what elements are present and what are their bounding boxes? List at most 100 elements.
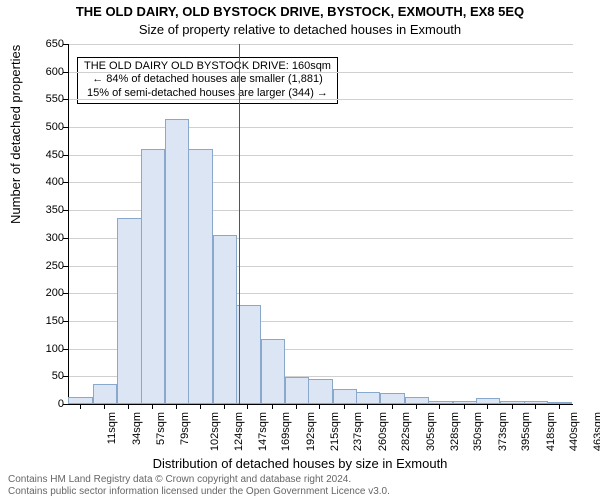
histogram-bar: [380, 393, 404, 404]
footer-line1: Contains HM Land Registry data © Crown c…: [8, 474, 390, 486]
x-tick-mark: [128, 404, 129, 409]
y-tick-mark: [63, 293, 68, 294]
x-tick-mark: [104, 404, 105, 409]
y-tick-label: 50: [34, 370, 64, 382]
histogram-bar: [68, 397, 92, 404]
histogram-bar: [356, 392, 380, 404]
gridline: [69, 127, 573, 128]
histogram-bar: [188, 149, 212, 404]
gridline: [69, 99, 573, 100]
x-tick-mark: [392, 404, 393, 409]
x-tick-mark: [319, 404, 320, 409]
histogram-bar: [308, 379, 332, 404]
y-tick-mark: [63, 266, 68, 267]
y-tick-label: 450: [34, 149, 64, 161]
y-tick-mark: [63, 238, 68, 239]
x-tick-mark: [176, 404, 177, 409]
x-tick-mark: [272, 404, 273, 409]
y-tick-label: 200: [34, 287, 64, 299]
x-axis-label: Distribution of detached houses by size …: [0, 456, 600, 471]
x-tick-label: 373sqm: [497, 412, 509, 451]
x-tick-label: 237sqm: [353, 412, 365, 451]
gridline: [69, 72, 573, 73]
x-tick-label: 418sqm: [545, 412, 557, 451]
y-tick-label: 150: [34, 315, 64, 327]
y-tick-label: 0: [34, 398, 64, 410]
x-tick-mark: [464, 404, 465, 409]
y-tick-label: 600: [34, 66, 64, 78]
x-tick-label: 79sqm: [179, 412, 191, 445]
y-tick-mark: [63, 72, 68, 73]
title-line1: THE OLD DAIRY, OLD BYSTOCK DRIVE, BYSTOC…: [0, 4, 600, 19]
annotation-box: THE OLD DAIRY OLD BYSTOCK DRIVE: 160sqm …: [77, 57, 338, 104]
y-tick-mark: [63, 349, 68, 350]
x-tick-label: 102sqm: [209, 412, 221, 451]
histogram-bar: [236, 305, 260, 404]
x-tick-mark: [416, 404, 417, 409]
gridline: [69, 44, 573, 45]
annotation-line2: ← 84% of detached houses are smaller (1,…: [84, 73, 331, 87]
y-tick-mark: [63, 210, 68, 211]
y-tick-mark: [63, 404, 68, 405]
footer: Contains HM Land Registry data © Crown c…: [8, 474, 390, 498]
x-tick-mark: [512, 404, 513, 409]
histogram-bar: [285, 377, 309, 404]
x-tick-label: 124sqm: [233, 412, 245, 451]
reference-line: [239, 44, 240, 404]
x-tick-label: 395sqm: [520, 412, 532, 451]
y-tick-mark: [63, 182, 68, 183]
histogram-bar: [117, 218, 141, 404]
x-tick-label: 260sqm: [377, 412, 389, 451]
x-tick-mark: [559, 404, 560, 409]
histogram-bar: [405, 397, 429, 404]
y-tick-label: 400: [34, 176, 64, 188]
y-tick-label: 650: [34, 38, 64, 50]
x-tick-label: 305sqm: [425, 412, 437, 451]
chart-container: THE OLD DAIRY, OLD BYSTOCK DRIVE, BYSTOC…: [0, 0, 600, 500]
x-tick-mark: [367, 404, 368, 409]
x-tick-mark: [487, 404, 488, 409]
y-axis-label: Number of detached properties: [8, 45, 23, 224]
x-tick-label: 169sqm: [280, 412, 292, 451]
x-tick-mark: [535, 404, 536, 409]
x-tick-label: 11sqm: [106, 412, 118, 444]
x-tick-label: 34sqm: [131, 412, 143, 445]
y-tick-label: 300: [34, 232, 64, 244]
y-tick-label: 100: [34, 343, 64, 355]
x-tick-mark: [80, 404, 81, 409]
y-tick-label: 500: [34, 121, 64, 133]
y-tick-mark: [63, 99, 68, 100]
x-tick-mark: [439, 404, 440, 409]
x-tick-mark: [296, 404, 297, 409]
y-tick-label: 250: [34, 260, 64, 272]
histogram-bar: [333, 389, 357, 405]
x-tick-label: 147sqm: [257, 412, 269, 451]
y-tick-label: 550: [34, 93, 64, 105]
histogram-bar: [165, 119, 189, 404]
y-tick-mark: [63, 376, 68, 377]
y-tick-label: 350: [34, 204, 64, 216]
x-tick-mark: [344, 404, 345, 409]
histogram-bar: [213, 235, 237, 404]
x-tick-mark: [224, 404, 225, 409]
histogram-bar: [261, 339, 285, 404]
x-tick-mark: [247, 404, 248, 409]
y-tick-mark: [63, 127, 68, 128]
title-line2: Size of property relative to detached ho…: [0, 22, 600, 37]
x-tick-label: 463sqm: [592, 412, 600, 451]
histogram-bar: [93, 384, 117, 404]
x-tick-label: 192sqm: [305, 412, 317, 451]
y-tick-mark: [63, 44, 68, 45]
x-tick-label: 215sqm: [329, 412, 341, 451]
x-tick-label: 440sqm: [568, 412, 580, 451]
y-tick-mark: [63, 321, 68, 322]
x-tick-mark: [200, 404, 201, 409]
histogram-bar: [141, 149, 165, 404]
x-tick-label: 350sqm: [473, 412, 485, 451]
plot-area: THE OLD DAIRY OLD BYSTOCK DRIVE: 160sqm …: [68, 44, 573, 405]
y-tick-mark: [63, 155, 68, 156]
x-tick-mark: [152, 404, 153, 409]
x-tick-label: 328sqm: [449, 412, 461, 451]
footer-line2: Contains public sector information licen…: [8, 486, 390, 498]
x-tick-label: 57sqm: [156, 412, 168, 445]
